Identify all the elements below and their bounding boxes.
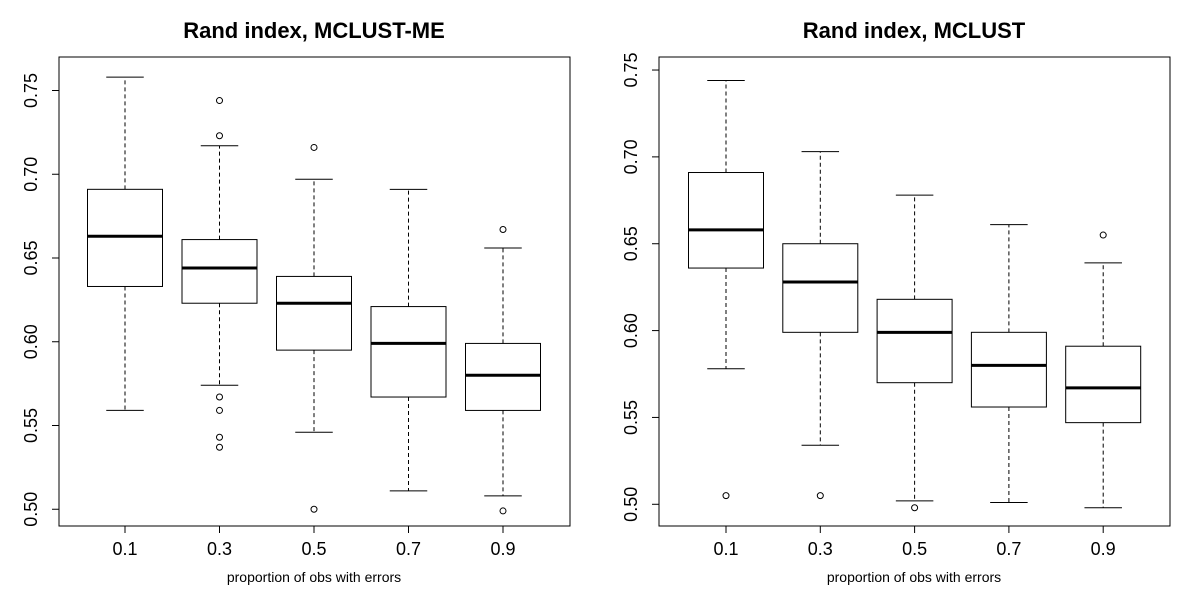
y-tick-label: 0.65: [21, 240, 41, 275]
panel-mclust-me: Rand index, MCLUST-ME proportion of obs …: [21, 18, 571, 585]
x-tick-label: 0.9: [1091, 539, 1116, 559]
outlier-point: [1099, 231, 1107, 239]
outlier-point: [499, 507, 507, 515]
box-0.7: [970, 224, 1047, 504]
outlier-point: [499, 226, 507, 234]
y-tick-label: 0.50: [21, 492, 41, 527]
x-tick-label: 0.9: [490, 539, 515, 559]
x-tick-label: 0.1: [112, 539, 137, 559]
outlier-point: [216, 132, 223, 140]
y-tick-label: 0.55: [21, 408, 41, 443]
chart-title: Rand index, MCLUST: [803, 18, 1026, 43]
iqr-box: [465, 342, 541, 411]
iqr-box: [1065, 345, 1142, 424]
x-tick-label: 0.3: [808, 539, 833, 559]
x-tick-label: 0.5: [301, 539, 326, 559]
box-0.7: [370, 188, 447, 492]
y-tick-label: 0.70: [21, 157, 41, 192]
x-tick-label: 0.1: [713, 539, 738, 559]
box-0.5: [876, 194, 953, 512]
iqr-box: [782, 243, 859, 333]
chart-title: Rand index, MCLUST-ME: [183, 18, 445, 43]
outlier-point: [722, 492, 730, 500]
panel-mclust: Rand index, MCLUST proportion of obs wit…: [621, 18, 1171, 585]
y-tick-label: 0.60: [621, 313, 641, 348]
outlier-point: [216, 97, 223, 105]
box-0.1: [87, 76, 163, 411]
x-tick-label: 0.5: [902, 539, 927, 559]
outlier-point: [216, 393, 223, 401]
y-tick-label: 0.55: [621, 400, 641, 435]
outlier-point: [216, 433, 223, 441]
box-0.9: [465, 226, 541, 515]
x-tick-label: 0.7: [396, 539, 421, 559]
outlier-point: [310, 143, 318, 151]
outlier-point: [216, 406, 223, 414]
outlier-point: [310, 505, 318, 513]
y-tick-label: 0.50: [621, 487, 641, 522]
iqr-box: [876, 298, 953, 384]
iqr-box: [970, 331, 1047, 408]
box-0.1: [688, 79, 764, 500]
y-tick-label: 0.70: [621, 139, 641, 174]
iqr-box: [87, 188, 163, 287]
outlier-point: [911, 504, 919, 512]
outlier-point: [216, 443, 223, 451]
x-axis-label: proportion of obs with errors: [827, 569, 1001, 585]
iqr-box: [688, 172, 764, 269]
y-tick-label: 0.75: [621, 53, 641, 88]
y-tick-label: 0.75: [21, 73, 41, 108]
box-0.3: [782, 151, 859, 500]
y-tick-label: 0.60: [21, 324, 41, 359]
x-tick-label: 0.3: [207, 539, 232, 559]
box-0.3: [181, 97, 258, 451]
outlier-point: [816, 492, 824, 500]
iqr-box: [276, 275, 352, 351]
iqr-box: [370, 306, 447, 398]
box-0.9: [1065, 231, 1142, 509]
x-axis-label: proportion of obs with errors: [227, 569, 401, 585]
box-0.5: [276, 143, 352, 513]
x-tick-label: 0.7: [996, 539, 1021, 559]
iqr-box: [181, 239, 258, 304]
y-tick-label: 0.65: [621, 226, 641, 261]
